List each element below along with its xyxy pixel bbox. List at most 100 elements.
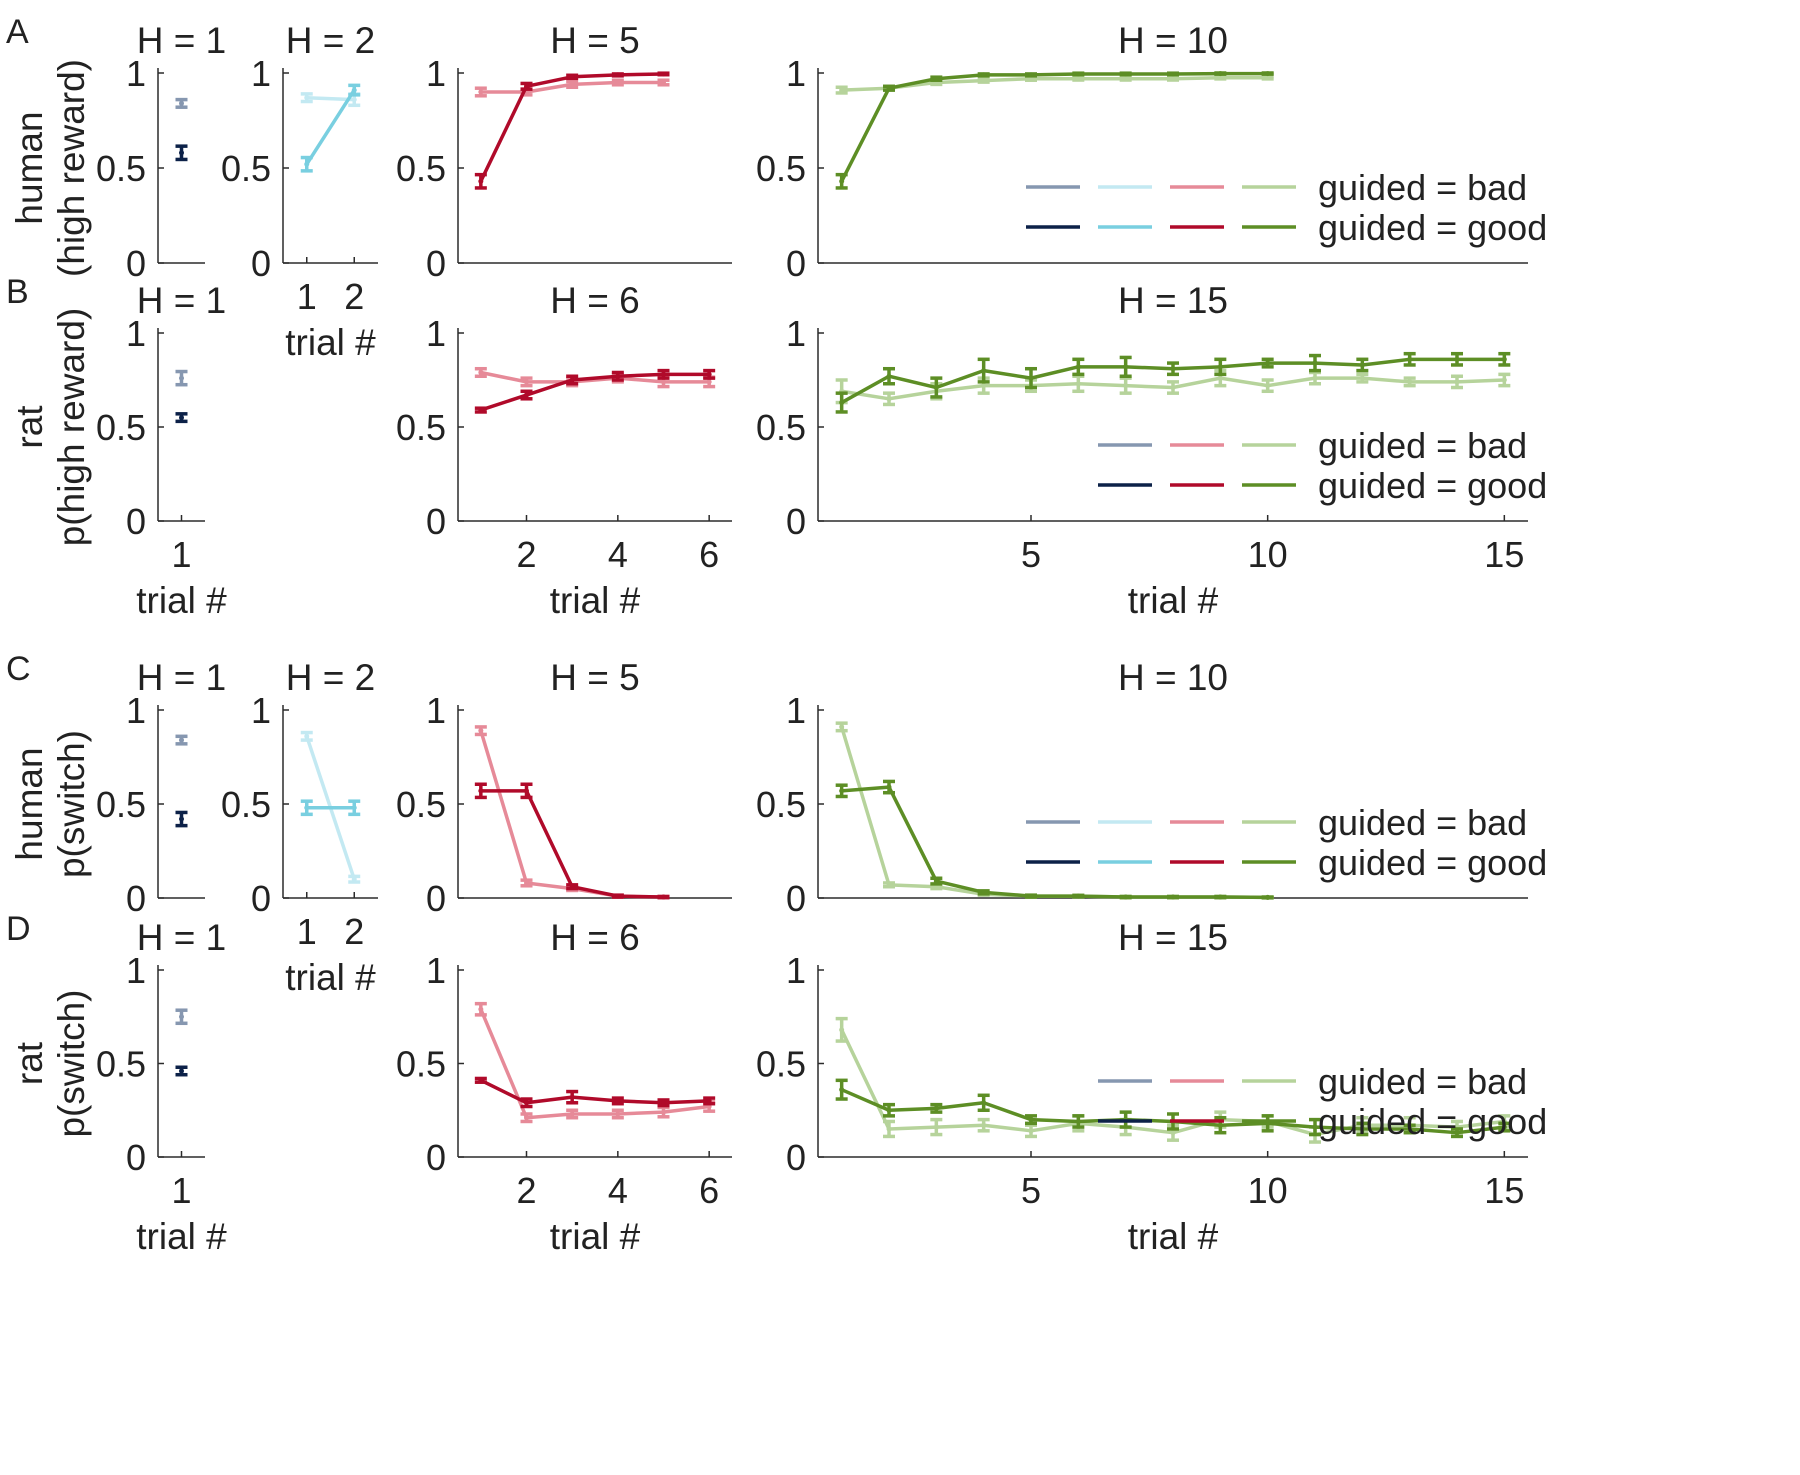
y-tick-label: 1 [786,690,806,731]
series-h1-good [175,1065,188,1077]
error-bar [1167,71,1179,77]
series-h5-bad [474,78,670,98]
y-tick-label: 0 [251,243,271,284]
panel-title: H = 10 [1118,657,1228,698]
row-ylabel: human (high reward) [9,59,92,277]
y-tick-label: 0 [786,501,806,542]
data-point [179,1068,184,1074]
error-bar [977,77,990,84]
panel: H = 6 0 0.5 1 2 4 6 trial # [396,280,732,621]
x-tick-label: 5 [1021,534,1041,575]
data-point [615,72,621,78]
series-line [841,76,1268,92]
data-point [981,72,987,78]
error-bar [1072,893,1085,899]
panel: H = 6 0 0.5 1 2 4 6 trial # [396,917,732,1257]
series-h1-good [175,144,188,162]
data-point [1359,375,1365,381]
error-bar [1403,1123,1416,1135]
error-bar [520,389,533,401]
legend-label-bad: guided = bad [1318,1061,1527,1102]
x-tick-label: 4 [608,534,628,575]
row-ylabel: human p(switch) [9,730,92,878]
y-tick-label: 0.5 [96,784,146,825]
error-bar [175,144,188,162]
data-point [304,805,310,811]
data-point [886,784,892,790]
error-bar [835,721,848,733]
row-ylabel-line: human [9,747,50,860]
error-bar [930,1102,943,1114]
panel-title: H = 5 [550,20,639,61]
data-point [1123,383,1129,389]
error-bar [835,172,848,190]
y-tick-label: 0.5 [396,148,446,189]
series-line [840,71,1268,183]
data-point [1265,71,1271,77]
y-tick-label: 0 [786,878,806,919]
data-point [1075,71,1081,77]
data-point [304,161,310,167]
data-point [304,95,310,101]
series-h1-good [175,412,188,424]
data-point [839,788,845,794]
data-point [1028,893,1034,899]
data-point [1028,1128,1034,1134]
data-point [661,71,666,77]
error-bar [611,78,624,87]
x-tick-label: 6 [699,1170,719,1211]
data-point [1359,1126,1365,1132]
data-point [839,87,845,93]
error-bar [657,1098,670,1108]
panel-title: H = 2 [286,20,375,61]
error-bar [611,1096,624,1106]
data-point [661,379,666,385]
y-tick-label: 0 [786,1137,806,1178]
panel: H = 5 0 0.5 1 [396,657,732,919]
data-point [839,1087,845,1093]
error-bar [657,894,670,900]
error-bar [657,1105,670,1119]
data-point [179,415,184,421]
x-tick-label: 4 [608,1170,628,1211]
data-point [933,1124,939,1130]
error-bar [1261,74,1274,81]
series-line [839,726,1268,900]
y-tick-label: 0 [251,878,271,919]
legend-label-bad: guided = bad [1318,425,1527,466]
panel: H = 1 0 0.5 1 1 trial # [96,917,227,1257]
x-axis-label: trial # [1128,580,1219,621]
panel-title: H = 1 [137,20,226,61]
error-bar [566,1108,579,1120]
error-bar [883,779,895,795]
y-tick-label: 0.5 [396,1044,446,1085]
data-point [1501,377,1507,383]
error-bar [520,1097,533,1109]
error-bar [175,1008,188,1026]
y-tick-label: 0 [126,243,146,284]
error-bar [474,725,487,737]
y-tick-label: 0 [426,1137,446,1178]
error-bar [977,1093,990,1112]
x-axis-label: trial # [1128,1216,1219,1257]
error-bar [703,1096,716,1106]
error-bar [348,83,361,97]
x-axis-label: trial # [550,1216,641,1257]
error-bar [175,1065,188,1077]
y-tick-label: 1 [126,313,146,354]
error-bar [657,71,670,77]
error-bar [977,72,990,78]
data-point [1359,362,1365,368]
data-point [1075,76,1081,82]
row-ylabel-line: p(switch) [51,730,92,878]
error-bar [883,366,895,386]
series-h1-bad [175,1008,188,1026]
error-bar [883,1119,895,1139]
data-point [706,371,712,377]
data-point [524,1115,529,1121]
row-letters: A B C D [6,13,31,948]
y-tick-label: 1 [426,950,446,991]
x-tick-label: 1 [171,534,191,575]
error-bar [520,1112,533,1124]
